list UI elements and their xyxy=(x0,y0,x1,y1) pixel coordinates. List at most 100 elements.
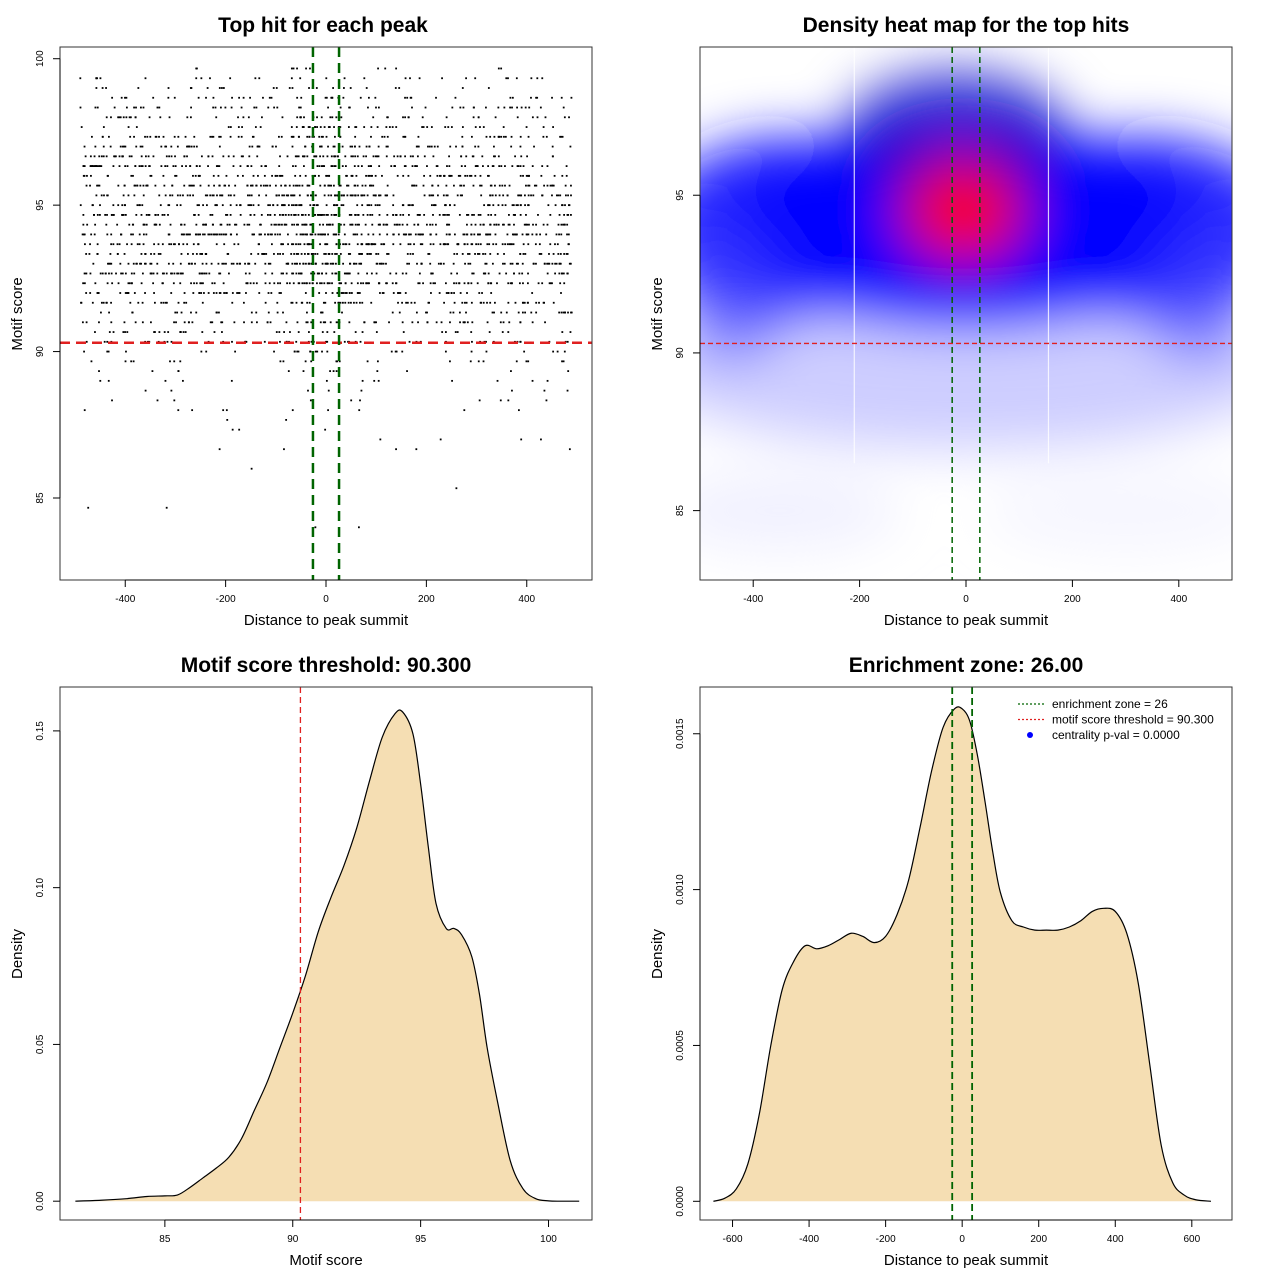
scatter-point xyxy=(457,243,460,246)
scatter-point xyxy=(502,321,505,324)
scatter-point xyxy=(494,301,496,304)
scatter-point xyxy=(428,145,431,148)
scatter-point xyxy=(185,233,188,236)
scatter-point xyxy=(148,165,151,167)
scatter-point xyxy=(205,350,208,353)
scatter-point xyxy=(432,243,435,246)
scatter-point xyxy=(358,145,361,148)
scatter-point xyxy=(402,331,405,333)
scatter-point xyxy=(467,262,470,265)
scatter-point xyxy=(155,223,158,226)
scatter-point xyxy=(218,448,221,451)
scatter-point xyxy=(174,243,176,246)
scatter-point xyxy=(536,96,539,99)
scatter-point xyxy=(461,126,464,128)
scatter-point xyxy=(325,292,327,294)
scatter-point xyxy=(319,126,322,128)
scatter-point xyxy=(87,506,90,509)
scatter-point xyxy=(98,155,101,158)
scatter-point xyxy=(267,262,270,265)
scatter-point xyxy=(562,311,565,314)
scatter-point xyxy=(252,174,255,177)
scatter-point xyxy=(132,223,135,226)
scatter-point xyxy=(110,301,112,304)
scatter-point xyxy=(303,243,306,246)
scatter-point xyxy=(294,155,297,158)
scatter-point xyxy=(526,155,528,158)
scatter-point xyxy=(366,243,369,246)
scatter-point xyxy=(513,233,515,236)
scatter-point xyxy=(220,321,223,324)
scatter-point xyxy=(519,165,522,167)
scatter-point xyxy=(304,360,307,363)
scatter-point xyxy=(130,155,133,158)
scatter-point xyxy=(479,243,482,246)
scatter-point xyxy=(546,272,549,275)
scatter-point xyxy=(199,174,201,177)
scatter-point xyxy=(179,262,182,265)
scatter-point xyxy=(318,165,321,167)
scatter-point xyxy=(303,155,306,158)
scatter-point xyxy=(228,223,231,226)
scatter-point xyxy=(366,360,369,363)
scatter-point xyxy=(505,311,508,314)
scatter-point xyxy=(392,243,395,246)
scatter-point xyxy=(477,360,480,363)
scatter-point xyxy=(446,243,449,246)
scatter-point xyxy=(349,87,352,89)
scatter-point xyxy=(141,204,144,207)
scatter-point xyxy=(192,253,194,255)
scatter-point xyxy=(321,331,324,333)
scatter-point xyxy=(544,321,546,324)
scatter-point xyxy=(411,184,414,187)
scatter-point xyxy=(561,331,564,333)
scatter-point xyxy=(385,223,387,226)
scatter-point xyxy=(561,174,564,177)
scatter-point xyxy=(354,223,357,226)
scatter-point xyxy=(332,145,335,148)
scatter-point xyxy=(93,233,96,236)
scatter-point xyxy=(106,233,109,236)
scatter-point xyxy=(505,77,508,80)
scatter-point xyxy=(188,145,191,148)
scatter-point xyxy=(269,321,272,324)
scatter-point xyxy=(224,233,227,236)
scatter-point xyxy=(484,262,487,265)
scatter-point xyxy=(302,214,304,216)
scatter-point xyxy=(320,116,323,119)
scatter-point xyxy=(356,243,359,246)
scatter-point xyxy=(564,311,567,314)
scatter-point xyxy=(464,301,466,304)
scatter-point xyxy=(246,184,249,187)
scatter-point xyxy=(512,214,515,216)
scatter-point xyxy=(425,223,428,226)
scatter-point xyxy=(258,233,261,236)
scatter-point xyxy=(458,282,460,285)
scatter-point xyxy=(566,223,569,226)
scatter-point xyxy=(180,311,183,314)
scatter-point xyxy=(315,204,318,207)
scatter-point xyxy=(426,311,428,314)
scatter-point xyxy=(379,438,382,441)
scatter-point xyxy=(316,350,319,353)
scatter-point xyxy=(137,87,140,89)
scatter-point xyxy=(250,184,252,187)
scatter-point xyxy=(520,106,523,109)
scatter-point xyxy=(132,360,135,363)
scatter-point xyxy=(245,282,248,285)
scatter-point xyxy=(285,272,288,275)
scatter-point xyxy=(531,379,534,382)
scatter-point xyxy=(139,262,141,265)
scatter-point xyxy=(269,214,272,216)
x-tick-label: 400 xyxy=(1170,594,1187,605)
scatter-point xyxy=(330,214,333,216)
scatter-point xyxy=(308,126,311,128)
scatter-point xyxy=(279,340,281,343)
scatter-point xyxy=(303,253,306,255)
scatter-point xyxy=(448,174,451,177)
scatter-point xyxy=(258,145,261,148)
density-curve xyxy=(713,706,1212,1202)
scatter-point xyxy=(246,194,249,197)
scatter-point xyxy=(357,292,360,294)
scatter-point xyxy=(352,155,354,158)
